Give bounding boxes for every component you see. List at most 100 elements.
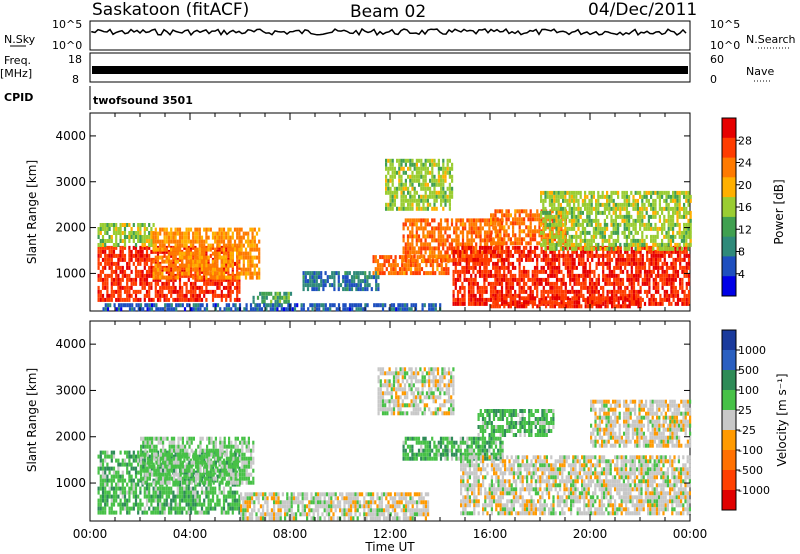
data-cell xyxy=(119,253,122,258)
data-cell xyxy=(424,206,427,211)
data-cell xyxy=(619,285,622,290)
data-cell xyxy=(560,296,563,301)
data-cell xyxy=(304,283,307,288)
data-cell xyxy=(385,267,388,272)
data-cell xyxy=(632,222,635,227)
data-cell xyxy=(218,271,221,276)
data-cell xyxy=(232,303,235,308)
data-cell xyxy=(529,217,532,222)
data-cell xyxy=(141,277,144,282)
data-cell xyxy=(614,210,617,215)
data-cell xyxy=(165,255,168,260)
data-cell xyxy=(450,242,454,247)
data-cell xyxy=(170,285,173,290)
data-cell xyxy=(678,230,681,235)
data-cell xyxy=(437,230,440,235)
data-cell xyxy=(689,210,692,215)
data-cell xyxy=(648,265,651,270)
data-cell xyxy=(185,271,188,276)
data-cell xyxy=(492,213,495,218)
data-cell xyxy=(586,218,589,223)
data-cell xyxy=(137,227,140,231)
data-cell xyxy=(357,275,360,280)
data-cell xyxy=(570,234,573,239)
data-cell xyxy=(203,281,206,286)
data-cell xyxy=(106,454,109,459)
data-cell xyxy=(531,277,534,282)
data-cell xyxy=(222,263,226,268)
data-cell xyxy=(205,271,208,276)
data-cell xyxy=(412,271,415,276)
data-cell xyxy=(431,218,434,223)
data-cell xyxy=(533,301,537,306)
data-cell xyxy=(601,238,604,243)
data-cell xyxy=(187,273,190,278)
data-cell xyxy=(577,293,581,298)
data-cell xyxy=(555,234,558,239)
data-cell xyxy=(402,222,405,227)
data-cell xyxy=(433,226,436,231)
data-cell xyxy=(391,158,394,163)
data-cell xyxy=(580,285,583,290)
data-cell xyxy=(639,304,642,309)
data-cell xyxy=(287,299,290,304)
data-cell xyxy=(529,296,532,301)
data-cell xyxy=(597,246,600,251)
data-cell xyxy=(126,273,129,278)
data-cell xyxy=(676,194,679,199)
data-cell xyxy=(411,178,414,183)
data-cell xyxy=(553,218,556,223)
data-cell xyxy=(156,247,160,252)
data-cell xyxy=(658,190,661,195)
data-cell xyxy=(520,301,523,306)
data-cell xyxy=(676,297,680,302)
data-cell xyxy=(661,230,664,235)
data-cell xyxy=(465,245,468,250)
data-cell xyxy=(128,307,132,312)
data-cell xyxy=(117,273,120,278)
data-cell xyxy=(115,245,118,250)
data-cell xyxy=(678,234,681,239)
data-cell xyxy=(542,206,545,211)
data-cell xyxy=(413,194,416,199)
data-cell xyxy=(648,297,651,302)
data-cell xyxy=(420,198,423,203)
data-cell xyxy=(117,277,120,282)
data-cell xyxy=(456,297,460,302)
data-cell xyxy=(632,206,635,211)
data-cell xyxy=(448,226,451,231)
data-cell xyxy=(538,213,541,218)
data-cell xyxy=(104,307,107,312)
data-cell xyxy=(452,249,455,254)
data-cell xyxy=(154,247,157,252)
data-cell xyxy=(214,281,217,286)
data-cell xyxy=(174,227,177,232)
data-cell xyxy=(592,238,595,243)
data-cell xyxy=(244,267,248,272)
data-cell xyxy=(470,234,473,239)
data-cell xyxy=(512,233,515,238)
data-cell xyxy=(196,293,199,298)
data-cell xyxy=(452,273,455,278)
data-cell xyxy=(181,293,184,298)
data-cell xyxy=(148,231,151,235)
data-cell xyxy=(154,235,157,240)
data-cell xyxy=(231,273,234,278)
data-cell xyxy=(192,253,195,258)
data-cell xyxy=(681,257,684,262)
data-cell xyxy=(418,255,421,260)
data-cell xyxy=(348,307,352,312)
data-cell xyxy=(658,218,661,223)
data-cell xyxy=(590,194,593,199)
data-cell xyxy=(489,289,493,294)
data-cell xyxy=(189,265,193,270)
data-cell xyxy=(597,293,600,298)
data-cell xyxy=(630,242,633,247)
data-cell xyxy=(411,206,414,211)
data-cell xyxy=(159,297,162,302)
data-cell xyxy=(634,238,637,243)
data-cell xyxy=(110,466,113,471)
data-cell xyxy=(674,261,677,266)
data-cell xyxy=(411,198,414,203)
data-cell xyxy=(346,279,349,284)
